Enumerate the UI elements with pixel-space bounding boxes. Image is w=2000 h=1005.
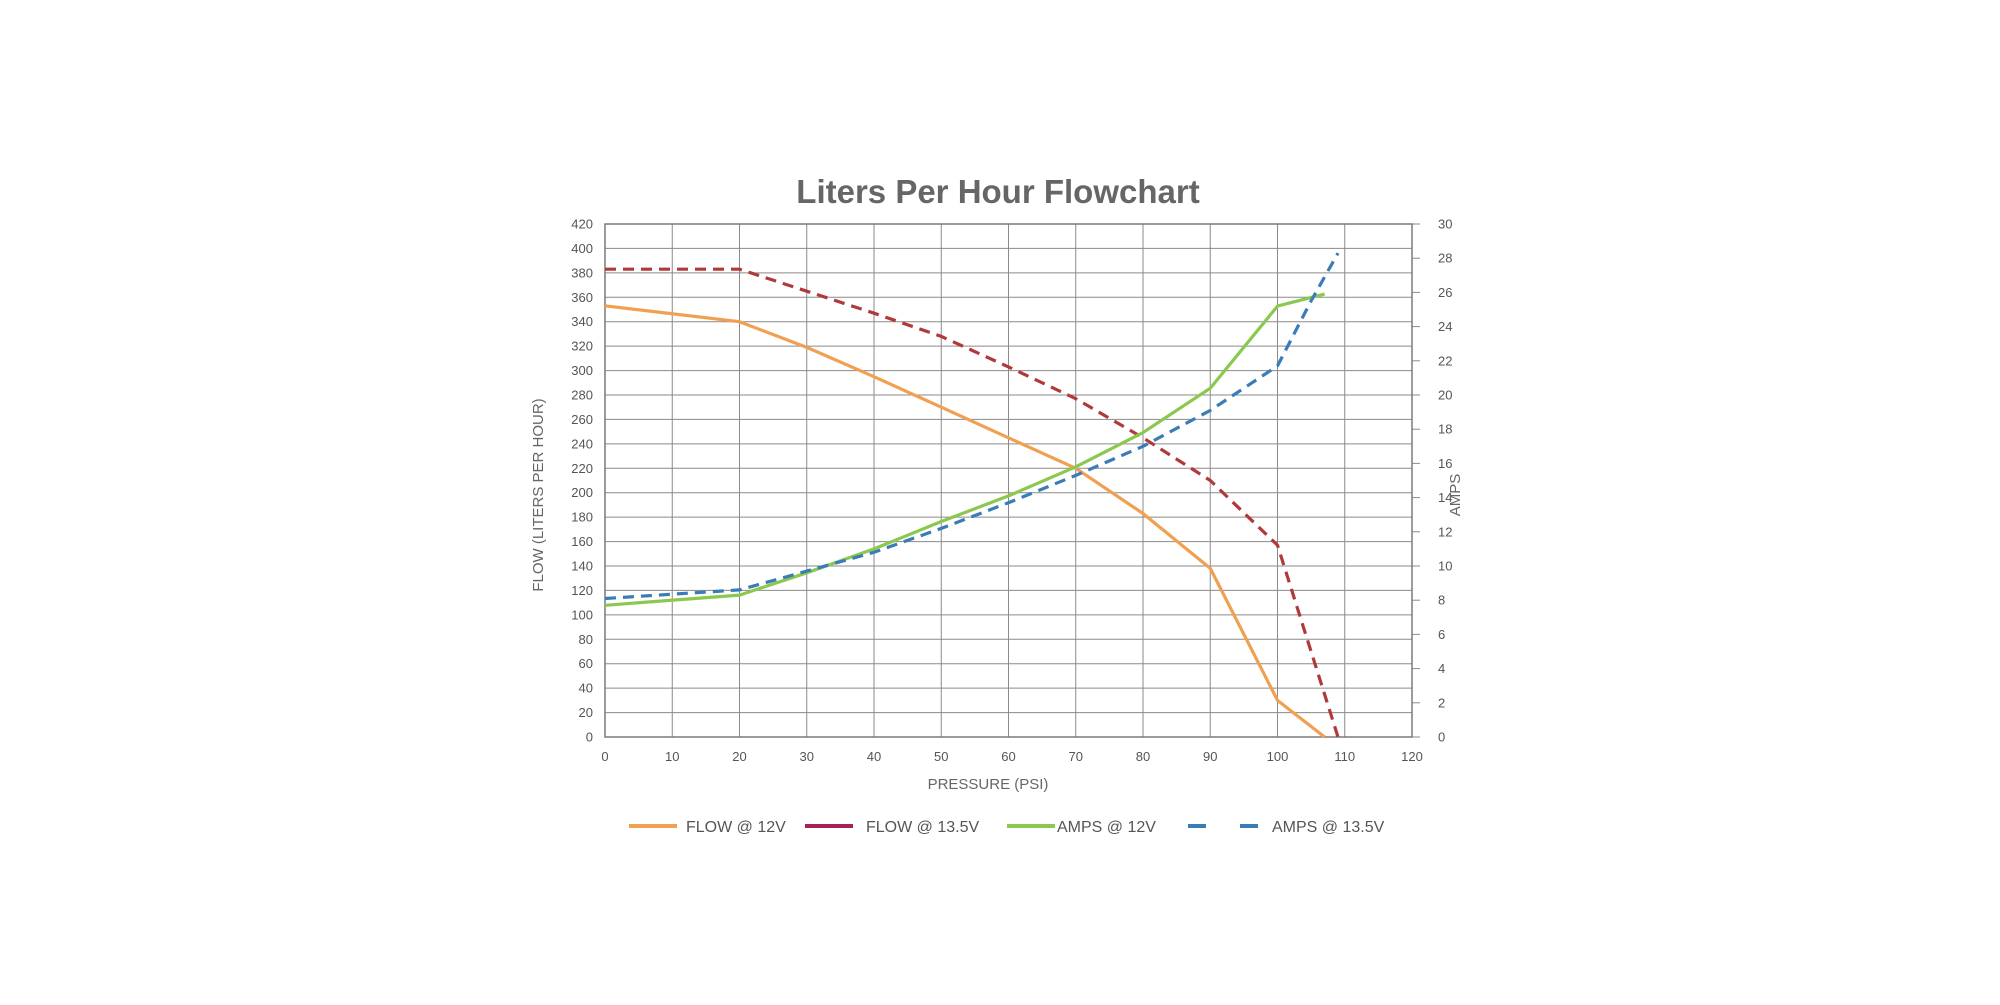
y2-tick-label-5: 10	[1438, 559, 1452, 574]
series-line-0	[604, 304, 1326, 739]
x-tick-label-3: 30	[800, 749, 814, 764]
y2-tick-label-11: 22	[1438, 353, 1452, 368]
y2-tick-label-3: 6	[1438, 627, 1445, 642]
x-tick-label-5: 50	[934, 749, 948, 764]
y2-tick-label-1: 2	[1438, 695, 1445, 710]
x-tick-label-7: 70	[1069, 749, 1083, 764]
x-tick-label-4: 40	[867, 749, 881, 764]
x-tick-label-0: 0	[601, 749, 608, 764]
y2-tick-label-4: 8	[1438, 593, 1445, 608]
y2-tick-label-0: 0	[1438, 730, 1445, 745]
y2-tick-label-2: 4	[1438, 661, 1445, 676]
y-tick-label-6: 120	[571, 583, 593, 598]
y-tick-label-15: 300	[571, 363, 593, 378]
y-tick-label-9: 180	[571, 510, 593, 525]
y-tick-label-0: 0	[586, 730, 593, 745]
y-tick-label-20: 400	[571, 241, 593, 256]
y-tick-label-16: 320	[571, 339, 593, 354]
y-tick-label-1: 20	[579, 705, 593, 720]
y-tick-label-2: 40	[579, 681, 593, 696]
y2-tick-label-14: 28	[1438, 251, 1452, 266]
y2-tick-label-8: 16	[1438, 456, 1452, 471]
y-tick-label-21: 420	[571, 217, 593, 232]
y-tick-label-19: 380	[571, 265, 593, 280]
plot-border	[604, 223, 1413, 738]
legend-label-2: AMPS @ 12V	[1057, 819, 1156, 836]
y-tick-label-13: 260	[571, 412, 593, 427]
y2-tick-label-12: 24	[1438, 319, 1452, 334]
x-tick-label-9: 90	[1203, 749, 1217, 764]
y-tick-label-11: 220	[571, 461, 593, 476]
y2-tick-label-9: 18	[1438, 422, 1452, 437]
series-line-1	[605, 267, 1340, 738]
grid	[604, 223, 1420, 738]
y2-axis-label: AMPS	[1447, 474, 1464, 517]
x-tick-label-1: 10	[665, 749, 679, 764]
x-tick-label-12: 120	[1401, 749, 1423, 764]
x-tick-label-8: 80	[1136, 749, 1150, 764]
series-line-3	[604, 252, 1340, 601]
x-tick-label-2: 20	[732, 749, 746, 764]
x-tick-label-10: 100	[1267, 749, 1289, 764]
series-layer	[604, 252, 1340, 739]
x-tick-label-6: 60	[1001, 749, 1015, 764]
y-tick-label-17: 340	[571, 314, 593, 329]
chart-title: Liters Per Hour Flowchart	[796, 173, 1199, 210]
legend: FLOW @ 12V FLOW @ 13.5V AMPS @ 12V AMPS @ 1…	[629, 819, 1385, 836]
series-line-2	[604, 292, 1325, 607]
y-tick-label-7: 140	[571, 559, 593, 574]
y-tick-label-4: 80	[579, 632, 593, 647]
y-tick-label-3: 60	[579, 656, 593, 671]
legend-label-3: AMPS @ 13.5V	[1272, 819, 1385, 836]
y-axis-label: FLOW (LITERS PER HOUR)	[530, 398, 547, 591]
y-tick-label-14: 280	[571, 388, 593, 403]
y2-tick-label-7: 14	[1438, 490, 1452, 505]
y-tick-label-18: 360	[571, 290, 593, 305]
tick-labels: 0204060801001201401601802002202402602803…	[571, 217, 1452, 765]
y-tick-label-8: 160	[571, 534, 593, 549]
x-tick-label-11: 110	[1334, 749, 1355, 764]
y-tick-label-5: 100	[571, 607, 593, 622]
y2-tick-label-13: 26	[1438, 285, 1452, 300]
y2-tick-label-10: 20	[1438, 388, 1452, 403]
x-axis-label: PRESSURE (PSI)	[928, 776, 1049, 793]
y2-tick-label-15: 30	[1438, 217, 1452, 232]
legend-label-0: FLOW @ 12V	[686, 819, 786, 836]
y-tick-label-10: 200	[571, 485, 593, 500]
y2-tick-label-6: 12	[1438, 524, 1452, 539]
legend-label-1: FLOW @ 13.5V	[866, 819, 979, 836]
y-tick-label-12: 240	[571, 436, 593, 451]
